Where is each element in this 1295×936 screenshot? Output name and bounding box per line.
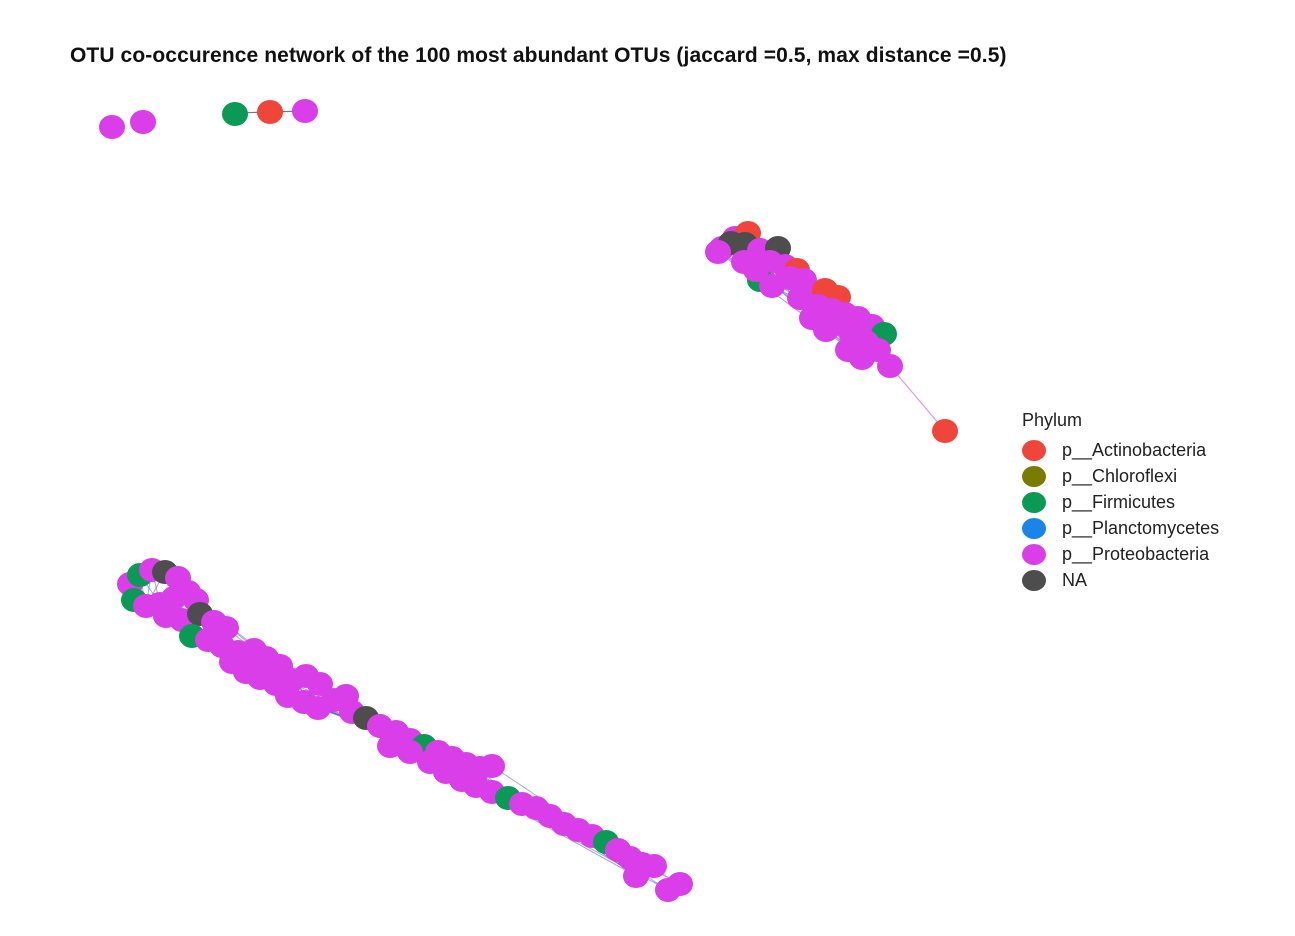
otu-edge bbox=[889, 365, 946, 432]
legend-label-chloroflexi: p__Chloroflexi bbox=[1062, 465, 1178, 486]
legend-label-firmicutes: p__Firmicutes bbox=[1062, 491, 1176, 512]
otu-node bbox=[397, 740, 423, 764]
legend-item-chloroflexi: p__Chloroflexi bbox=[1022, 463, 1219, 489]
legend-label-proteobacteria: p__Proteobacteria bbox=[1062, 543, 1210, 564]
otu-node bbox=[667, 872, 693, 896]
otu-node bbox=[623, 864, 649, 888]
legend-label-planctomycetes: p__Planctomycetes bbox=[1062, 517, 1220, 538]
network-edges bbox=[129, 110, 946, 891]
otu-node bbox=[213, 616, 239, 640]
legend-title: Phylum bbox=[1022, 410, 1083, 430]
otu-node bbox=[99, 115, 125, 139]
legend-item-proteobacteria: p__Proteobacteria bbox=[1022, 541, 1219, 567]
otu-node bbox=[877, 354, 903, 378]
legend: Phylum p__Actinobacteria p__Chloroflexi … bbox=[1022, 410, 1219, 593]
otu-node bbox=[479, 754, 505, 778]
legend-key-proteobacteria bbox=[1022, 543, 1046, 565]
otu-node bbox=[377, 734, 403, 758]
legend-key-actinobacteria bbox=[1022, 439, 1046, 461]
otu-node bbox=[130, 110, 156, 134]
network-nodes bbox=[99, 99, 958, 902]
otu-node bbox=[257, 100, 283, 124]
otu-node bbox=[222, 102, 248, 126]
legend-key-na bbox=[1022, 569, 1046, 591]
otu-node bbox=[849, 346, 875, 370]
otu-node bbox=[813, 318, 839, 342]
chart-title: OTU co-occurence network of the 100 most… bbox=[70, 44, 1007, 67]
otu-node bbox=[705, 240, 731, 264]
otu-node bbox=[307, 672, 333, 696]
otu-node bbox=[743, 258, 769, 282]
legend-label-actinobacteria: p__Actinobacteria bbox=[1062, 439, 1207, 460]
legend-key-firmicutes bbox=[1022, 491, 1046, 513]
otu-node bbox=[433, 760, 459, 784]
legend-item-actinobacteria: p__Actinobacteria bbox=[1022, 437, 1219, 463]
otu-node bbox=[759, 274, 785, 298]
legend-label-na: NA bbox=[1062, 569, 1088, 590]
legend-item-firmicutes: p__Firmicutes bbox=[1022, 489, 1219, 515]
otu-node bbox=[932, 419, 958, 443]
legend-key-planctomycetes bbox=[1022, 517, 1046, 539]
legend-item-na: NA bbox=[1022, 567, 1219, 593]
legend-key-chloroflexi bbox=[1022, 465, 1046, 487]
otu-node bbox=[292, 99, 318, 123]
legend-item-planctomycetes: p__Planctomycetes bbox=[1022, 515, 1219, 541]
